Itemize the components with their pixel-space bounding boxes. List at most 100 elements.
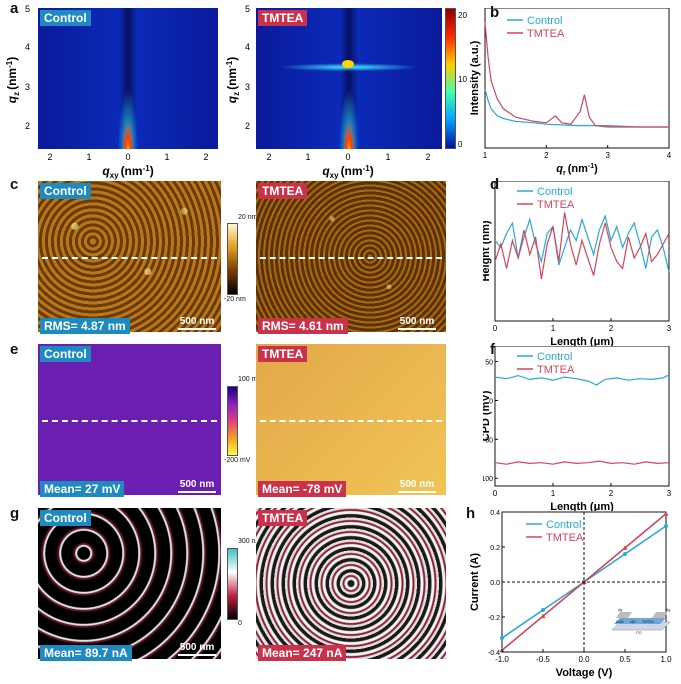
inset-sam-layer <box>614 618 666 624</box>
xtick: 1 <box>164 152 169 162</box>
xtick: 1 <box>385 152 390 162</box>
afm-tmtea-tag: TMTEA <box>258 183 308 199</box>
afm-tmtea-rms: RMS= 4.61 nm <box>258 318 348 334</box>
afm-control-image <box>38 181 221 332</box>
x-tick-label: 4 <box>667 151 672 160</box>
y-tick-label: 0 <box>489 398 493 405</box>
colorbar-tick: 20 <box>458 11 467 20</box>
afm-tmtea-image <box>256 181 446 332</box>
kpfm-tmtea-scanline <box>260 420 442 422</box>
giwaxs-control-xticks: 2 1 0 1 2 <box>47 152 208 162</box>
xtick: 1 <box>305 152 310 162</box>
x-tick-label: -0.5 <box>536 655 550 664</box>
legend-label: Control <box>527 15 562 27</box>
kpfm-colorbar-top: 100 mV <box>238 376 263 383</box>
series-line-tmtea <box>494 460 670 465</box>
legend-label: TMTEA <box>546 532 584 544</box>
giwaxs-control-tag: Control <box>40 10 91 26</box>
chart-h-ylabel: Current (A) <box>470 553 481 611</box>
y-tick-label: -0.2 <box>488 615 500 622</box>
kpfm-control-mean: Mean= 27 mV <box>40 481 125 497</box>
x-tick-label: 0 <box>493 324 498 333</box>
cafm-control-scalebar: 500 nm <box>178 642 216 656</box>
x-tick-label: 3 <box>667 324 672 333</box>
panel-e-letter: e <box>10 341 19 358</box>
xtick: 2 <box>266 152 271 162</box>
x-tick-label: -1.0 <box>495 655 509 664</box>
giwaxs-tmtea-xlabel: qxy (nm-1) <box>322 164 373 180</box>
cafm-colorbar-top: 300 nA <box>238 538 261 545</box>
x-tick-label: 3 <box>667 489 672 498</box>
x-tick-label: 2 <box>609 489 614 498</box>
giwaxs-control-yticks: 5 4 3 2 <box>25 4 30 131</box>
legend-label: Control <box>537 351 572 363</box>
inset-layer-label: Ag <box>618 608 622 612</box>
panel-h-letter: h <box>466 505 476 522</box>
svg-text:CPD (mV): CPD (mV) <box>483 390 492 441</box>
giwaxs-tmtea-xticks: 2 1 0 1 2 <box>266 152 430 162</box>
plot-frame <box>494 346 670 487</box>
inset-layer-label: Ag <box>666 608 670 612</box>
series-line-tmtea <box>494 212 670 280</box>
x-tick-label: 0.5 <box>619 655 631 664</box>
afm-colorbar-bottom: -20 nm <box>224 296 246 303</box>
xtick: 2 <box>425 152 430 162</box>
y-tick-label: 0.4 <box>490 510 500 517</box>
x-tick-label: 2 <box>544 151 549 160</box>
panel-b-letter: b <box>490 4 500 21</box>
chart-h-xlabel: Voltage (V) <box>556 667 613 679</box>
cafm-control-image <box>38 508 221 659</box>
chart-b-xlabel: qr (nm-1) <box>556 163 598 176</box>
ytick: 2 <box>25 121 30 131</box>
chart-d-ylabel: Height (nm) <box>483 220 492 281</box>
y-tick-label: 50 <box>485 360 493 367</box>
kpfm-colorbar-bottom: -200 mV <box>224 457 251 464</box>
giwaxs-colorbar <box>445 8 456 149</box>
afm-tmtea-scanline <box>260 257 442 259</box>
chart-d-xlabel: Length (μm) <box>550 336 614 346</box>
kpfm-tmtea-mean: Mean= -78 mV <box>258 481 347 497</box>
ytick: 3 <box>25 82 30 92</box>
legend-label: TMTEA <box>537 364 575 376</box>
y-tick-label: 0.0 <box>490 580 500 587</box>
legend-label: TMTEA <box>537 199 575 211</box>
svg-text:qz(nm-1): qz(nm-1) <box>5 57 21 103</box>
cafm-control-tag: Control <box>40 510 91 526</box>
kpfm-tmtea-image <box>256 344 446 495</box>
afm-control-scanline <box>42 257 217 259</box>
data-point <box>540 613 546 619</box>
x-tick-label: 1 <box>551 489 556 498</box>
colorbar-label: Intensity (a.u.) <box>469 40 481 115</box>
x-tick-label: 1.0 <box>660 655 672 664</box>
legend-label: TMTEA <box>527 28 565 40</box>
kpfm-colorbar <box>227 386 238 456</box>
data-point <box>622 545 628 550</box>
series-line-tmtea <box>484 21 669 128</box>
x-tick-label: 1 <box>551 324 556 333</box>
xtick: 0 <box>125 152 130 162</box>
data-point <box>664 524 668 528</box>
inset-layer-label: ITO <box>636 631 642 635</box>
inset-layer-label: TMTEA <box>642 620 655 624</box>
ytick: 3 <box>245 82 250 92</box>
giwaxs-tmtea-tag: TMTEA <box>258 10 308 26</box>
kpfm-control-scalebar: 500 nm <box>178 479 216 493</box>
afm-colorbar-top: 20 nm <box>238 214 258 221</box>
colorbar-tick: 10 <box>458 75 467 84</box>
colorbar-tick: 0 <box>458 140 463 149</box>
y-tick-label: -100 <box>483 476 493 483</box>
cafm-tmtea-image <box>256 508 446 659</box>
y-tick-label: -50 <box>483 437 493 444</box>
chart-f-xlabel: Length (μm) <box>550 501 614 511</box>
cafm-colorbar-bottom: 0 <box>238 620 242 627</box>
xtick: 2 <box>203 152 208 162</box>
plot-frame <box>484 8 670 149</box>
series-line-control <box>484 89 669 128</box>
data-point <box>500 636 504 640</box>
kpfm-control-image <box>38 344 221 495</box>
giwaxs-tmtea-map <box>256 8 442 149</box>
giwaxs-tmtea-ylabel: qz(nm-1) <box>225 57 241 103</box>
